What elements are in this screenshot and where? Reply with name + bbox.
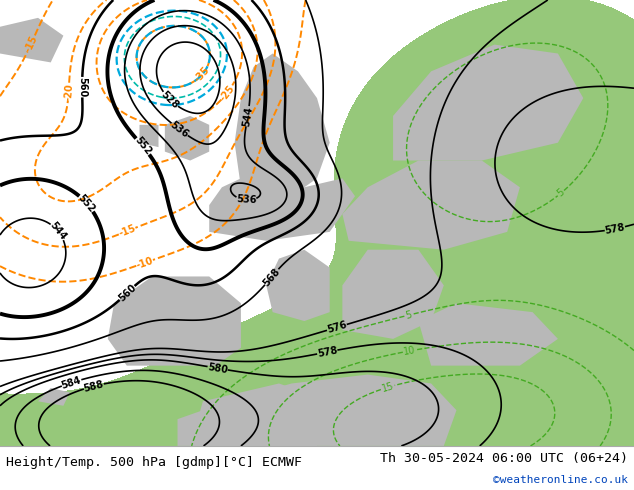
Text: ©weatheronline.co.uk: ©weatheronline.co.uk [493, 475, 628, 485]
Text: -15: -15 [117, 223, 137, 239]
Polygon shape [178, 374, 456, 446]
Polygon shape [342, 161, 520, 250]
Text: 578: 578 [316, 345, 338, 359]
Text: 544: 544 [242, 105, 254, 127]
Text: -10: -10 [134, 255, 155, 270]
Text: 536: 536 [169, 120, 191, 140]
Text: -20: -20 [63, 83, 74, 101]
Polygon shape [139, 125, 158, 147]
Polygon shape [108, 276, 241, 366]
Text: 580: 580 [207, 362, 229, 375]
Polygon shape [393, 45, 583, 161]
Text: 568: 568 [261, 266, 282, 288]
Text: -25: -25 [218, 83, 236, 103]
Polygon shape [418, 303, 558, 366]
Text: Height/Temp. 500 hPa [gdmp][°C] ECMWF: Height/Temp. 500 hPa [gdmp][°C] ECMWF [6, 456, 302, 469]
Text: -15: -15 [23, 33, 39, 53]
Text: -35: -35 [192, 65, 211, 85]
Text: 528: 528 [159, 89, 181, 110]
Text: Th 30-05-2024 06:00 UTC (06+24): Th 30-05-2024 06:00 UTC (06+24) [380, 452, 628, 465]
Polygon shape [235, 53, 330, 196]
Polygon shape [266, 250, 330, 321]
Text: 536: 536 [236, 194, 257, 205]
Text: 588: 588 [82, 379, 105, 393]
Text: 552: 552 [76, 193, 97, 214]
Text: 5: 5 [404, 310, 413, 321]
Text: 578: 578 [604, 222, 626, 236]
Text: 584: 584 [60, 375, 82, 391]
Polygon shape [38, 388, 70, 406]
Polygon shape [0, 18, 63, 62]
Text: 560: 560 [77, 77, 87, 98]
Text: 560: 560 [116, 282, 138, 304]
Text: 544: 544 [48, 220, 68, 243]
Text: 552: 552 [133, 135, 153, 157]
Polygon shape [190, 384, 330, 446]
Polygon shape [165, 116, 209, 161]
Text: 576: 576 [326, 319, 348, 335]
Text: 5: 5 [555, 187, 567, 199]
Text: 10: 10 [403, 345, 417, 357]
Polygon shape [342, 250, 444, 339]
Polygon shape [209, 178, 355, 241]
Text: 15: 15 [380, 381, 395, 394]
